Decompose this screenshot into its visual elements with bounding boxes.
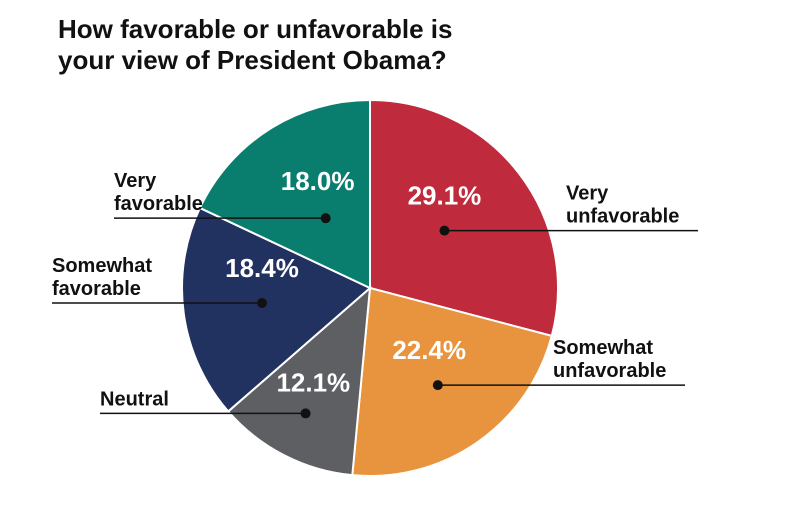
pie-slice-somewhat-favorable — [181, 206, 372, 413]
leader-dot-somewhat-unfavorable — [432, 380, 443, 391]
category-label-somewhat-unfavorable: Somewhat unfavorable — [553, 337, 666, 382]
leader-lines — [52, 213, 698, 419]
category-label-very-favorable: Very favorable — [114, 170, 203, 215]
pie-slices — [181, 98, 559, 477]
category-label-line: Very — [114, 170, 157, 192]
category-label-line: Very — [566, 183, 609, 205]
leader-dot-very-unfavorable — [439, 225, 450, 236]
chart-title-line-1: How favorable or unfavorable is — [58, 14, 452, 44]
percentage-labels: 29.1% 22.4% 12.1% 18.4% 18.0% — [225, 166, 481, 397]
pie-slice-somewhat-unfavorable — [351, 286, 554, 477]
leader-dot-very-favorable — [320, 213, 331, 224]
category-label-line: Neutral — [100, 388, 169, 410]
category-label-line: favorable — [52, 278, 141, 300]
pct-label-neutral: 12.1% — [276, 367, 350, 397]
pie-slice-very-favorable — [198, 98, 371, 290]
pct-label-somewhat-unfavorable: 22.4% — [392, 335, 466, 365]
chart-title-line-2: your view of President Obama? — [58, 45, 447, 75]
chart-title: How favorable or unfavorable is your vie… — [58, 14, 460, 75]
category-label-neutral: Neutral — [100, 388, 169, 410]
category-label-line: Somewhat — [52, 255, 152, 277]
pct-label-very-unfavorable: 29.1% — [408, 181, 482, 211]
leader-dot-somewhat-favorable — [257, 298, 267, 309]
category-label-somewhat-favorable: Somewhat favorable — [52, 255, 152, 300]
category-label-line: unfavorable — [553, 360, 666, 382]
pct-label-very-favorable: 18.0% — [281, 166, 355, 196]
pie-slice-neutral — [226, 285, 372, 477]
leader-dot-neutral — [300, 408, 311, 419]
category-label-very-unfavorable: Very unfavorable — [566, 183, 679, 228]
category-label-line: Somewhat — [553, 337, 653, 359]
pct-label-somewhat-favorable: 18.4% — [225, 253, 299, 283]
category-label-line: favorable — [114, 193, 203, 215]
pie-slice-very-unfavorable — [369, 98, 559, 338]
category-label-line: unfavorable — [566, 206, 679, 228]
